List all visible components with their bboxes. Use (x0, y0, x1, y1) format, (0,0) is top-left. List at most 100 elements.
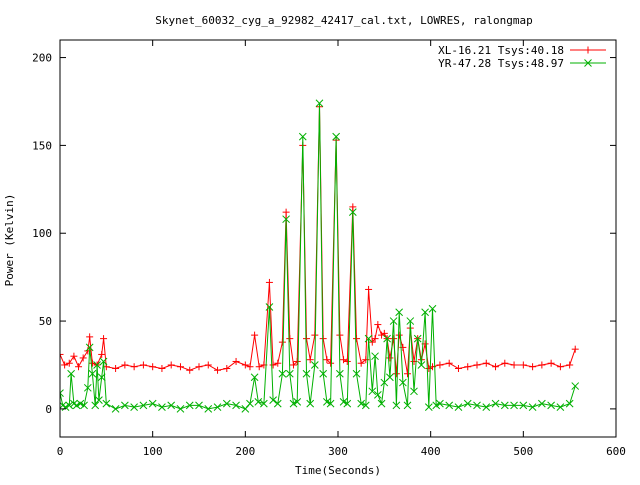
series-1-point (273, 399, 282, 408)
series-1-point (383, 334, 391, 343)
series-1-point (339, 398, 348, 406)
series-0-point (251, 331, 259, 339)
series-0-point (482, 359, 490, 367)
series-1-point (185, 401, 194, 410)
series-1-point (389, 317, 398, 325)
y-tick-label: 150 (32, 139, 52, 152)
series-0-point (343, 357, 351, 365)
series-0-point (306, 356, 314, 364)
series-1-point (72, 401, 81, 410)
series-0-point (404, 370, 411, 378)
series-1-point (424, 403, 433, 411)
y-tick-label: 200 (32, 52, 52, 65)
series-1-point (93, 361, 101, 369)
series-1-point (571, 382, 580, 390)
series-1-point (348, 208, 357, 217)
series-0-point (246, 363, 254, 371)
series-1-point (167, 401, 176, 410)
series-1-point (343, 399, 352, 408)
series-1-point (368, 387, 377, 396)
series-0-point (571, 345, 579, 353)
series-0-point (223, 364, 231, 372)
series-0-point (195, 363, 203, 371)
legend-marker-glyph-0 (584, 46, 592, 54)
y-tick-label: 50 (39, 315, 52, 328)
series-1-point (403, 401, 412, 410)
series-0-point (566, 361, 574, 369)
series-1-point (386, 373, 394, 382)
series-1-point (260, 399, 268, 408)
series-1-point (319, 369, 328, 378)
series-0-point (392, 370, 400, 378)
series-0-point (149, 363, 157, 371)
series-1-point (213, 403, 222, 411)
series-line-1 (60, 103, 576, 410)
series-0-point (75, 363, 83, 371)
series-0-point (340, 356, 348, 364)
series-1-point (473, 401, 481, 410)
series-1-point (413, 334, 422, 343)
series-0-point (519, 361, 527, 369)
legend-marker-glyph-1 (584, 59, 592, 67)
series-1-point (67, 369, 75, 378)
series-0-point (386, 354, 394, 362)
series-0-point (241, 361, 249, 369)
y-tick-label: 0 (45, 403, 52, 416)
series-1-point (85, 343, 94, 352)
series-1-point (373, 390, 382, 399)
series-0-point (323, 356, 331, 364)
series-0-point (399, 343, 407, 351)
series-0-point (112, 364, 120, 372)
series-1-point (352, 369, 361, 378)
series-1-point (289, 399, 298, 408)
series-1-point (121, 401, 129, 410)
series-0-point (167, 361, 175, 369)
series-0-point (290, 361, 298, 369)
series-1-point (254, 398, 263, 406)
series-1-point (60, 389, 64, 397)
series-0-point (327, 359, 335, 367)
series-1-point (265, 303, 274, 311)
series-1-point (302, 369, 311, 378)
series-1-point (399, 378, 407, 387)
series-1-point (139, 401, 148, 410)
series-0-point (492, 363, 500, 371)
series-1-point (406, 317, 415, 325)
series-0-point (374, 321, 382, 329)
series-0-point (510, 361, 518, 369)
series-1-point (364, 334, 373, 343)
series-1-point (519, 401, 528, 410)
series-0-point (100, 335, 108, 343)
series-1-point (269, 396, 277, 404)
legend: XL-16.21 Tsys:40.18 YR-47.28 Tsys:48.97 (438, 44, 606, 70)
series-0-point (365, 285, 373, 293)
series-1-point (371, 352, 379, 361)
series-1-point (91, 401, 100, 410)
series-1-point (323, 398, 331, 406)
series-0-point (529, 363, 537, 371)
series-0-point (454, 364, 462, 372)
series-1-point (565, 399, 574, 408)
x-tick-label: 0 (57, 445, 64, 458)
series-0-point (395, 331, 403, 339)
series-0-point (232, 357, 240, 365)
legend-entry-xl: XL-16.21 Tsys:40.18 (438, 44, 606, 57)
series-0-point (349, 203, 357, 211)
series-0-point (547, 359, 555, 367)
series-1-point (222, 399, 231, 408)
legend-label-xl: XL-16.21 Tsys:40.18 (438, 44, 564, 57)
series-1-point (315, 99, 324, 108)
series-1-point (102, 399, 111, 408)
series-0-point (368, 338, 376, 346)
series-0-point (538, 361, 546, 369)
x-tick-label: 300 (328, 445, 348, 458)
series-0-point (158, 364, 166, 372)
chart-title: Skynet_60032_cyg_a_92982_42417_cal.txt, … (155, 14, 533, 27)
series-1-point (432, 401, 441, 410)
series-1-point (538, 399, 546, 408)
series-0-point (186, 366, 194, 374)
plot-area: 0 100 200 300 400 500 600 0 50 100 150 200 (32, 39, 626, 458)
series-0-point (86, 333, 94, 341)
series-1-point (278, 369, 287, 378)
